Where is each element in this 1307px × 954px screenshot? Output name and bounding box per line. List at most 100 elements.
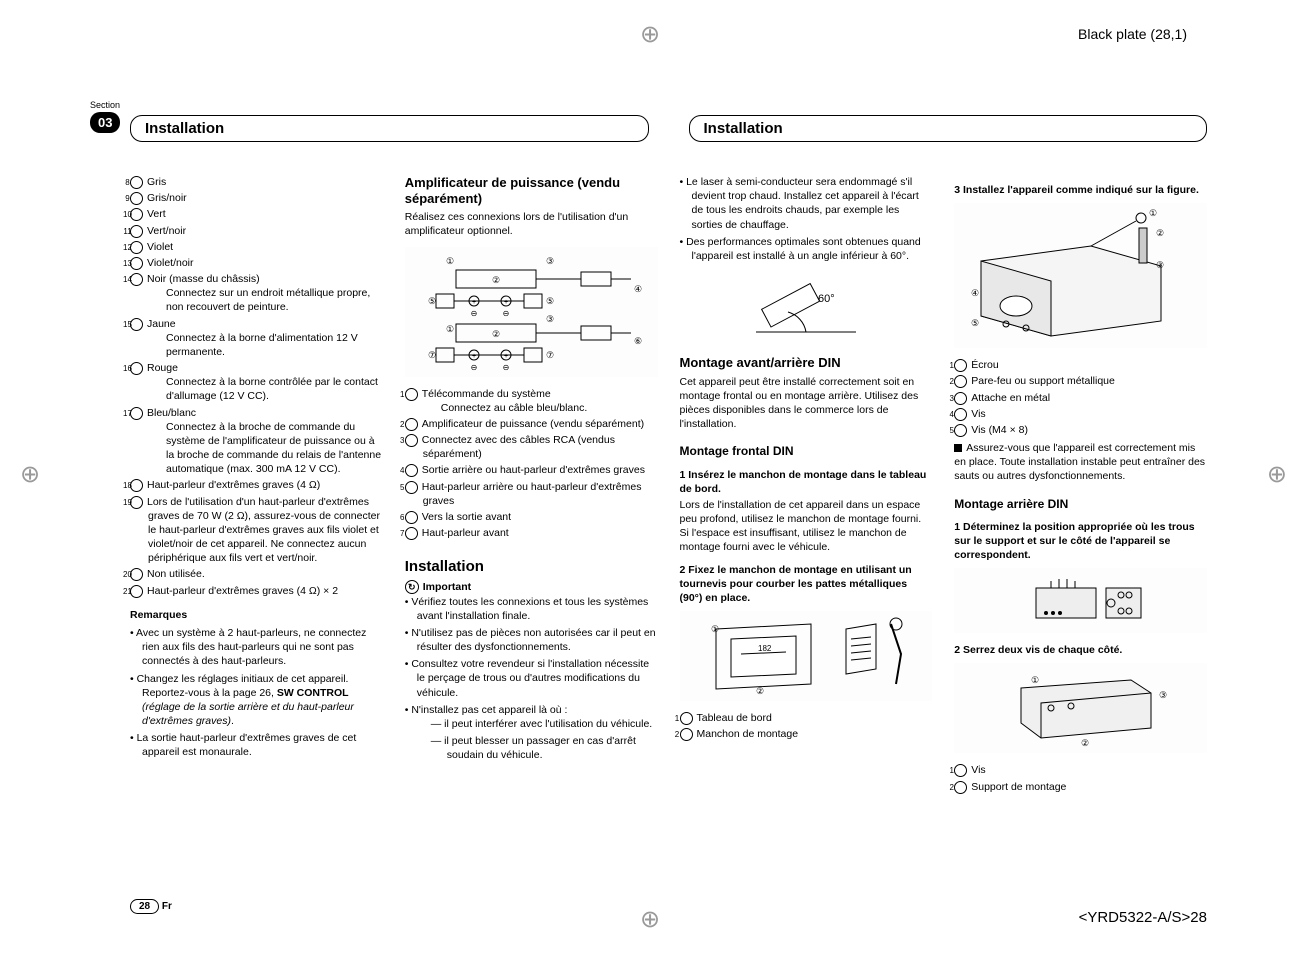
angle-label: 60° [818, 293, 835, 305]
important-item: N'installez pas cet appareil là où : il … [405, 703, 658, 763]
svg-text:④: ④ [971, 288, 979, 298]
num-icon: 16 [130, 362, 143, 375]
column-3: Le laser à semi-conducteur sera endommag… [680, 175, 933, 874]
num-icon: 5 [954, 424, 967, 437]
remark-item: Changez les réglages initiaux de cet app… [130, 672, 383, 729]
legend-item: 2Manchon de montage [680, 727, 933, 741]
wire-item: 16RougeConnectez à la borne contrôlée pa… [130, 361, 383, 404]
num-icon: 1 [680, 712, 693, 725]
svg-text:③: ③ [1159, 690, 1167, 700]
svg-text:①: ① [1031, 675, 1039, 685]
dash-width-label: 182 [758, 644, 772, 653]
amp-diagram: ② ① ③ ④ ⑤ ⑤ + + ⊖ ⊖ ② ① ③ [405, 247, 658, 377]
num-icon: 2 [954, 781, 967, 794]
column-2: Amplificateur de puissance (vendu séparé… [405, 175, 658, 874]
num-icon: 21 [130, 585, 143, 598]
num-icon: 13 [130, 257, 143, 270]
rear-step-1: 1 Déterminez la position appropriée où l… [954, 520, 1207, 563]
important-icon: ↻ [405, 580, 419, 594]
num-icon: 2 [954, 375, 967, 388]
front-din-legend: 1Tableau de bord 2Manchon de montage [680, 711, 933, 741]
num-icon: 12 [130, 241, 143, 254]
svg-text:⑥: ⑥ [634, 336, 642, 346]
num-icon: 2 [405, 418, 418, 431]
num-icon: 1 [954, 764, 967, 777]
num-icon: 3 [954, 392, 967, 405]
svg-text:⊖: ⊖ [471, 309, 478, 318]
legend-item: 1Télécommande du systèmeConnectez au câb… [405, 387, 658, 415]
num-icon: 20 [130, 568, 143, 581]
svg-text:+: + [504, 299, 508, 306]
front-step-1-desc: Lors de l'installation de cet appareil d… [680, 498, 933, 555]
remarks-title: Remarques [130, 608, 383, 622]
footer-page: 28 Fr [130, 899, 172, 914]
num-icon: 1 [405, 388, 418, 401]
wire-item: 21Haut-parleur d'extrêmes graves (4 Ω) ×… [130, 584, 383, 598]
num-icon: 4 [954, 408, 967, 421]
svg-text:①: ① [446, 324, 454, 334]
important-item: Vérifiez toutes les connexions et tous l… [405, 595, 658, 623]
front-step-2: 2 Fixez le manchon de montage en utilisa… [680, 563, 933, 606]
svg-text:⑦: ⑦ [428, 350, 436, 360]
important-item: Consultez votre revendeur si l'installat… [405, 657, 658, 700]
legend-item: 5Vis (M4 × 8) [954, 423, 1207, 437]
num-icon: 9 [130, 192, 143, 205]
wire-list: 8Gris 9Gris/noir 10Vert 11Vert/noir 12Vi… [130, 175, 383, 598]
svg-text:⊖: ⊖ [503, 363, 510, 372]
remarks-list: Avec un système à 2 haut-parleurs, ne co… [130, 626, 383, 760]
rear-din-diagram-2-svg: ① ② ③ [981, 668, 1181, 748]
svg-text:②: ② [1156, 228, 1164, 238]
num-icon: 2 [680, 728, 693, 741]
legend-item: 7Haut-parleur avant [405, 526, 658, 540]
num-icon: 6 [405, 511, 418, 524]
front-din-diagram-svg: ① ② 182 [696, 614, 916, 699]
wire-item: 13Violet/noir [130, 256, 383, 270]
svg-text:+: + [472, 299, 476, 306]
angle-diagram-svg: 60° [746, 272, 866, 347]
num-icon: 17 [130, 407, 143, 420]
rear-din-diagram-1-svg [1011, 573, 1151, 628]
wire-item: 20Non utilisée. [130, 567, 383, 581]
legend-item: 6Vers la sortie avant [405, 510, 658, 524]
legend-item: 5Haut-parleur arrière ou haut-parleur d'… [405, 480, 658, 508]
num-icon: 11 [130, 225, 143, 238]
legend-item: 4Sortie arrière ou haut-parleur d'extrêm… [405, 463, 658, 477]
rear-din-title: Montage arrière DIN [954, 496, 1207, 512]
crop-mark-top: ⊕ [640, 20, 660, 49]
rear-din-diagram-1 [954, 568, 1207, 633]
install-warnings: Le laser à semi-conducteur sera endommag… [680, 175, 933, 263]
lang-code: Fr [162, 901, 172, 912]
svg-text:+: + [504, 353, 508, 360]
svg-text:②: ② [492, 329, 500, 339]
install-warning-item: Des performances optimales sont obtenues… [680, 235, 933, 263]
svg-text:⑦: ⑦ [546, 350, 554, 360]
svg-text:①: ① [711, 624, 719, 634]
section-number: 03 [90, 112, 120, 133]
footer-doc-code: <YRD5322-A/S>28 [1079, 909, 1207, 926]
num-icon: 3 [405, 434, 418, 447]
legend-item: 2Amplificateur de puissance (vendu sépar… [405, 417, 658, 431]
install-warning-item: Le laser à semi-conducteur sera endommag… [680, 175, 933, 232]
num-icon: 8 [130, 176, 143, 189]
important-subitem: il peut blesser un passager en cas d'arr… [431, 734, 658, 762]
amp-diagram-svg: ② ① ③ ④ ⑤ ⑤ + + ⊖ ⊖ ② ① ③ [416, 252, 646, 372]
install-title: Installation [405, 558, 658, 576]
amp-title: Amplificateur de puissance (vendu séparé… [405, 175, 658, 206]
wire-item: 8Gris [130, 175, 383, 189]
front-din-diagram: ① ② 182 [680, 611, 933, 701]
install-step-3: 3 Installez l'appareil comme indiqué sur… [954, 183, 1207, 197]
crop-mark-right: ⊕ [1267, 460, 1287, 489]
rear-din-legend: 1Vis 2Support de montage [954, 763, 1207, 793]
install-diagram: ① ② ③ ④ ⑤ [954, 203, 1207, 348]
legend-item: 1Écrou [954, 358, 1207, 372]
wire-item: 19Lors de l'utilisation d'un haut-parleu… [130, 495, 383, 566]
num-icon: 19 [130, 496, 143, 509]
legend-item: 4Vis [954, 407, 1207, 421]
svg-text:②: ② [756, 686, 764, 696]
svg-text:+: + [472, 353, 476, 360]
important-label: ↻ Important [405, 580, 471, 594]
svg-text:②: ② [492, 275, 500, 285]
num-icon: 15 [130, 318, 143, 331]
svg-text:①: ① [446, 256, 454, 266]
svg-text:⑤: ⑤ [428, 296, 436, 306]
